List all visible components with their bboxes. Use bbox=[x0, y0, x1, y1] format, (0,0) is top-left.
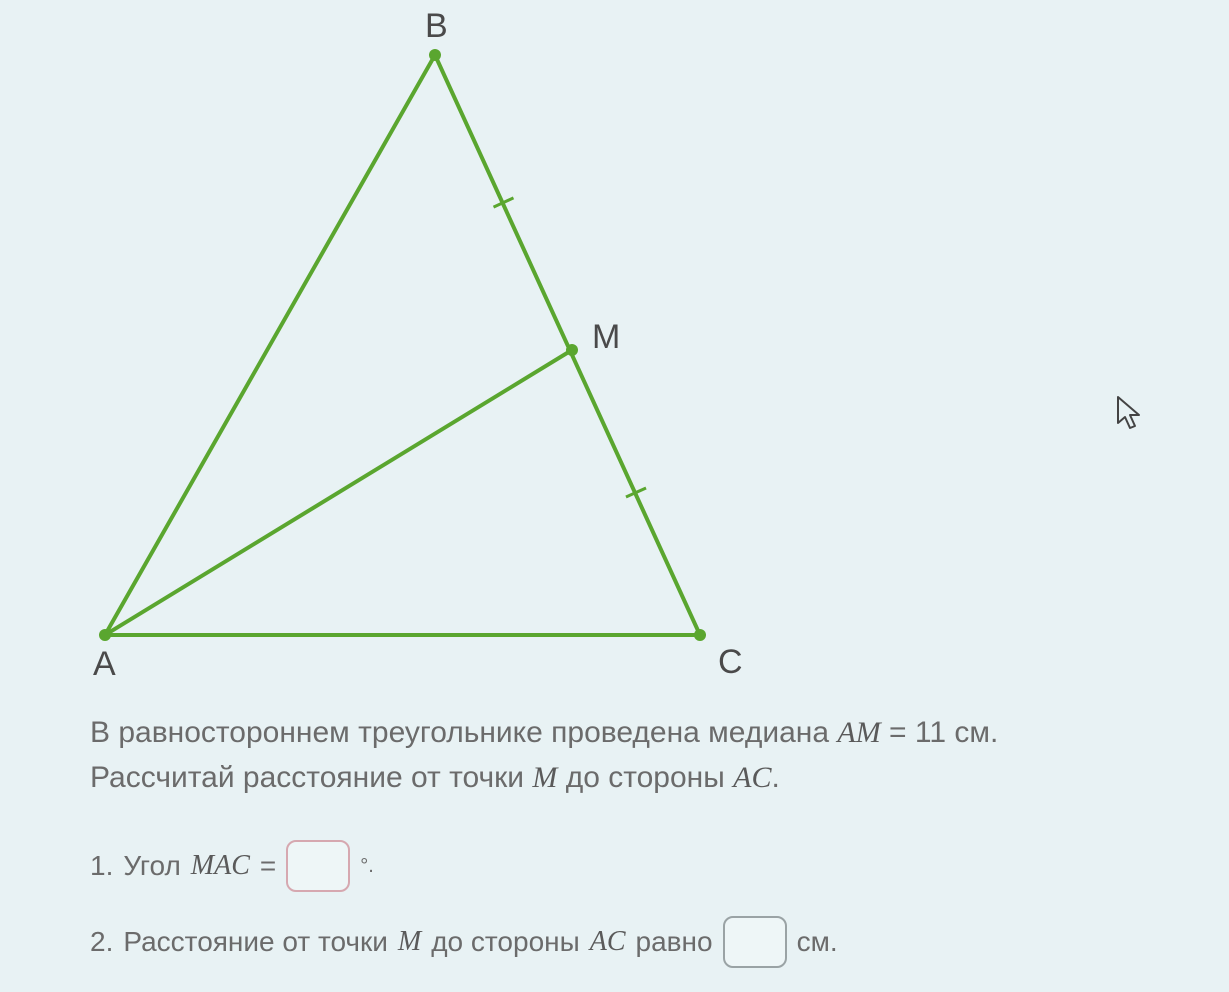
svg-text:C: C bbox=[718, 643, 743, 681]
cursor-icon bbox=[1115, 395, 1143, 431]
q2-label-pre: Расстояние от точки bbox=[123, 926, 388, 958]
problem-line2-var2: AC bbox=[733, 761, 771, 794]
problem-line2-mid: до стороны bbox=[557, 761, 733, 794]
q2-label-post: равно bbox=[636, 926, 713, 958]
q1-unit: °. bbox=[360, 855, 374, 878]
problem-line2-end: . bbox=[771, 761, 779, 794]
q2-var: M bbox=[398, 926, 421, 958]
question-2: 2. Расстояние от точки M до стороны AC р… bbox=[90, 916, 1150, 968]
diagram-area: A B C M bbox=[0, 0, 1229, 700]
q1-label-pre: Угол bbox=[123, 850, 180, 882]
problem-line2-var: M bbox=[532, 761, 557, 794]
question-1: 1. Угол MAC = °. bbox=[90, 840, 1150, 892]
problem-statement: В равностороннем треугольнике проведена … bbox=[90, 710, 1150, 800]
problem-line1-pre: В равностороннем треугольнике проведена … bbox=[90, 716, 837, 749]
q2-answer-input[interactable] bbox=[723, 916, 787, 968]
problem-line1-eq: = 11 см. bbox=[881, 716, 999, 749]
q2-unit: см. bbox=[797, 926, 838, 958]
q2-label-mid: до стороны bbox=[431, 926, 580, 958]
q2-num: 2. bbox=[90, 926, 113, 958]
q1-answer-input[interactable] bbox=[286, 840, 350, 892]
problem-line1-var: AM bbox=[837, 716, 880, 749]
problem-line2-pre: Рассчитай расстояние от точки bbox=[90, 761, 532, 794]
q2-var2: AC bbox=[590, 926, 626, 958]
problem-text-block: В равностороннем треугольнике проведена … bbox=[90, 710, 1150, 992]
q1-var: MAC bbox=[191, 850, 250, 882]
triangle-svg: A B C M bbox=[0, 0, 1229, 700]
q1-num: 1. bbox=[90, 850, 113, 882]
q1-label-post: = bbox=[260, 850, 276, 882]
svg-text:M: M bbox=[592, 318, 620, 356]
svg-text:A: A bbox=[93, 645, 116, 683]
svg-text:B: B bbox=[425, 7, 448, 45]
